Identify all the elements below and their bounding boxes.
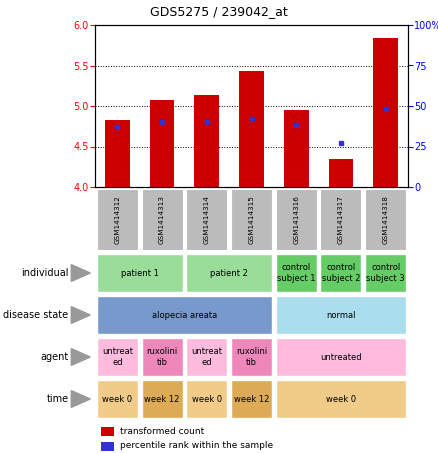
Bar xyxy=(101,442,114,450)
Text: control
subject 1: control subject 1 xyxy=(277,263,315,283)
Text: normal: normal xyxy=(326,310,356,319)
Bar xyxy=(97,380,138,418)
Bar xyxy=(97,296,272,334)
Text: week 12: week 12 xyxy=(145,395,180,404)
Bar xyxy=(186,380,227,418)
Bar xyxy=(231,380,272,418)
Bar xyxy=(141,380,183,418)
Bar xyxy=(186,254,272,292)
Text: disease state: disease state xyxy=(3,310,68,320)
Text: untreat
ed: untreat ed xyxy=(191,347,223,366)
Text: week 0: week 0 xyxy=(326,395,356,404)
Polygon shape xyxy=(71,390,90,407)
Bar xyxy=(276,380,406,418)
Text: ruxolini
tib: ruxolini tib xyxy=(236,347,267,366)
Text: patient 2: patient 2 xyxy=(210,269,248,278)
Text: transformed count: transformed count xyxy=(120,427,204,435)
Bar xyxy=(284,110,308,187)
Text: GSM1414317: GSM1414317 xyxy=(338,195,344,244)
Bar xyxy=(276,254,317,292)
Bar xyxy=(239,71,264,187)
Bar xyxy=(194,95,219,187)
Text: GSM1414314: GSM1414314 xyxy=(204,195,210,244)
Bar xyxy=(276,296,406,334)
Bar xyxy=(373,38,398,187)
Text: week 0: week 0 xyxy=(102,395,132,404)
Bar xyxy=(276,189,317,250)
Bar xyxy=(97,338,138,376)
Bar xyxy=(141,189,183,250)
Text: untreat
ed: untreat ed xyxy=(102,347,133,366)
Bar xyxy=(320,254,361,292)
Text: GDS5275 / 239042_at: GDS5275 / 239042_at xyxy=(150,5,288,18)
Text: agent: agent xyxy=(40,352,68,362)
Text: untreated: untreated xyxy=(320,352,362,361)
Bar xyxy=(276,338,406,376)
Text: week 12: week 12 xyxy=(234,395,269,404)
Bar xyxy=(97,254,183,292)
Text: GSM1414315: GSM1414315 xyxy=(248,195,254,244)
Bar xyxy=(186,189,227,250)
Text: individual: individual xyxy=(21,268,68,278)
Text: GSM1414316: GSM1414316 xyxy=(293,195,299,244)
Bar xyxy=(231,338,272,376)
Text: GSM1414312: GSM1414312 xyxy=(114,195,120,244)
Text: time: time xyxy=(46,394,68,404)
Polygon shape xyxy=(71,265,90,281)
Text: control
subject 2: control subject 2 xyxy=(321,263,360,283)
Bar xyxy=(365,189,406,250)
Bar xyxy=(105,120,130,187)
Bar xyxy=(231,189,272,250)
Text: patient 1: patient 1 xyxy=(121,269,159,278)
Bar xyxy=(365,254,406,292)
Text: ruxolini
tib: ruxolini tib xyxy=(146,347,178,366)
Bar xyxy=(101,427,114,435)
Bar xyxy=(328,159,353,187)
Bar xyxy=(150,100,174,187)
Text: GSM1414318: GSM1414318 xyxy=(383,195,389,244)
Bar xyxy=(186,338,227,376)
Text: percentile rank within the sample: percentile rank within the sample xyxy=(120,442,273,450)
Bar xyxy=(320,189,361,250)
Text: alopecia areata: alopecia areata xyxy=(152,310,217,319)
Text: GSM1414313: GSM1414313 xyxy=(159,195,165,244)
Polygon shape xyxy=(71,307,90,323)
Bar xyxy=(97,189,138,250)
Text: control
subject 3: control subject 3 xyxy=(366,263,405,283)
Text: week 0: week 0 xyxy=(192,395,222,404)
Polygon shape xyxy=(71,349,90,366)
Bar xyxy=(141,338,183,376)
